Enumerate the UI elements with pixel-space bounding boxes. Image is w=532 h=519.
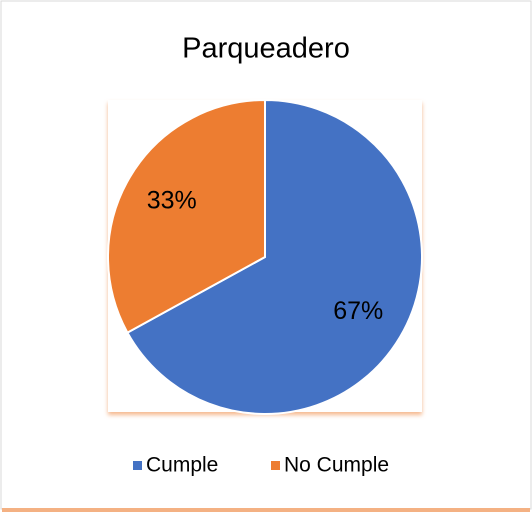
chart-title: Parqueadero: [182, 33, 350, 65]
data-label: 67%: [333, 297, 383, 325]
frame-shadow: [2, 508, 530, 512]
pie-slice: [126, 98, 423, 415]
legend: Cumple No Cumple: [133, 454, 389, 477]
legend-swatch: [133, 461, 142, 470]
legend-swatch: [271, 461, 280, 470]
legend-label: No Cumple: [284, 454, 389, 477]
pie-slice: [107, 98, 266, 334]
legend-label: Cumple: [146, 454, 218, 477]
pie: 67% 33%: [107, 98, 423, 415]
data-label: 33%: [147, 186, 197, 214]
